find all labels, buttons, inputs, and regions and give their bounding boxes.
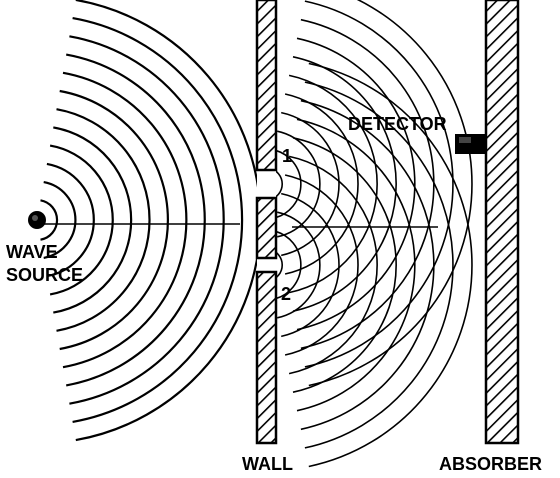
slit-1-label: 1 <box>282 146 292 166</box>
slit-1-wavefront <box>304 0 454 368</box>
source-wavefront <box>72 17 244 423</box>
absorber <box>484 0 520 445</box>
slit-2-wavefront <box>288 155 378 375</box>
source-wavefront <box>59 89 169 351</box>
slit-2-wavefront <box>304 81 454 449</box>
source-wavefront <box>43 181 77 259</box>
detector-label: DETECTOR <box>348 114 447 134</box>
absorber-label: ABSORBER <box>439 454 542 474</box>
slit-2-wavefront <box>292 137 397 393</box>
slit-1-wavefront <box>296 37 416 331</box>
source-wavefront <box>56 108 151 332</box>
source-wavefront <box>49 144 114 296</box>
wall-upper-segment <box>255 0 278 172</box>
source-label: SOURCE <box>6 265 83 285</box>
slit-2-wavefront <box>281 192 340 338</box>
slit-1-wavefront <box>284 93 359 275</box>
wall-middle-segment <box>255 196 278 260</box>
slit-1-wavefront <box>288 74 378 294</box>
slit-2-wavefront <box>284 174 359 356</box>
slit-2-wavefront <box>277 211 321 319</box>
wall <box>255 0 278 445</box>
source-wavefront <box>46 162 95 278</box>
wall-label: WALL <box>242 454 293 474</box>
slit-2-wavefront <box>308 62 473 468</box>
slit-2-label: 2 <box>281 284 291 304</box>
detector-shading <box>459 137 471 143</box>
wave-source-highlight <box>32 215 38 221</box>
slit-2-wavefront <box>300 99 435 431</box>
slit-1-wavefront <box>276 170 284 198</box>
slit-wavefronts <box>276 0 473 468</box>
source-wavefront <box>53 126 133 314</box>
source-wavefront <box>69 35 225 405</box>
slit-2-wavefront <box>296 118 416 412</box>
source-wavefront <box>40 199 59 241</box>
source-wavefronts <box>40 0 257 442</box>
slit-2-wavefront <box>276 230 302 300</box>
wall-lower-segment <box>255 270 278 445</box>
slit-1-wavefront <box>308 0 473 387</box>
source-wavefront <box>66 53 206 387</box>
source-wavefront <box>62 71 188 369</box>
slit-1-wavefront <box>281 111 340 257</box>
slit-2-wavefront <box>276 251 284 279</box>
slit-1-wavefront <box>292 56 397 312</box>
source-wavefront <box>75 0 257 442</box>
wave-label: WAVE <box>6 242 58 262</box>
slit-1-wavefront <box>276 149 302 219</box>
